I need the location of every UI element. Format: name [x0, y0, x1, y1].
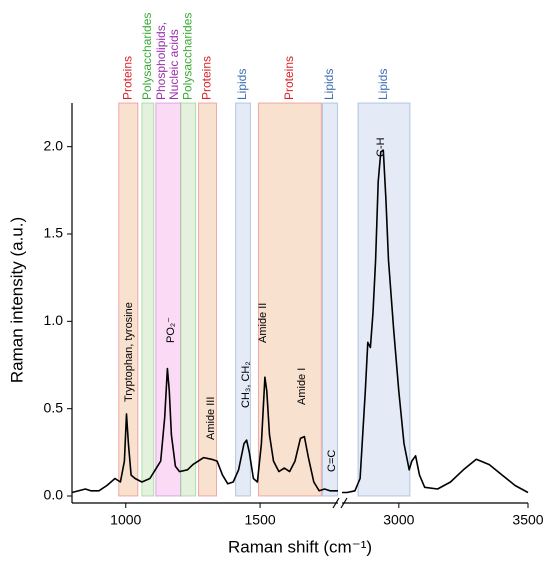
annotation: Tryptophan, tyrosine: [123, 302, 135, 402]
band: [257, 102, 322, 497]
x-tick-label: 3500: [512, 512, 543, 528]
annotation: Amide II: [257, 303, 269, 343]
y-axis-label: Raman intensity (a.u.): [7, 217, 26, 383]
band-label: Proteins: [200, 56, 214, 100]
annotation: C-H: [375, 137, 387, 157]
band: [235, 102, 251, 497]
band-label: Polysaccharides: [140, 13, 154, 100]
annotation: CH₃, CH₂: [240, 361, 252, 408]
band: [198, 102, 218, 497]
y-tick-label: 0.5: [44, 399, 64, 415]
y-tick-label: 0.0: [44, 487, 64, 503]
band-label: Polysaccharides: [180, 13, 194, 100]
x-axis-label: Raman shift (cm⁻¹): [228, 537, 372, 556]
axis-break: [332, 497, 340, 509]
annotation: C=C: [326, 450, 338, 472]
band-label: Nucleic acids: [167, 29, 181, 100]
band: [321, 102, 338, 497]
y-tick-label: 1.5: [44, 225, 64, 241]
band: [118, 102, 139, 497]
annotation: Amide III: [205, 397, 217, 440]
band-label: Lipids: [322, 69, 336, 100]
axis-break: [340, 497, 348, 509]
y-tick-label: 1.0: [44, 312, 64, 328]
x-tick-label: 1500: [245, 512, 276, 528]
band: [155, 102, 182, 497]
y-tick-label: 2.0: [44, 137, 64, 153]
band: [180, 102, 197, 497]
band-label: Lipids: [376, 69, 390, 100]
band: [141, 102, 155, 497]
x-tick-label: 3000: [383, 512, 414, 528]
band-label: Proteins: [120, 56, 134, 100]
band-label: Lipids: [235, 69, 249, 100]
x-tick-label: 1000: [110, 512, 141, 528]
spectrum-line: [71, 149, 529, 494]
band-label: Phospholipids,: [154, 22, 168, 100]
bands: [118, 102, 411, 497]
band-label: Proteins: [282, 56, 296, 100]
annotation: PO₂⁻: [165, 317, 177, 343]
annotation: Amide I: [296, 368, 308, 405]
